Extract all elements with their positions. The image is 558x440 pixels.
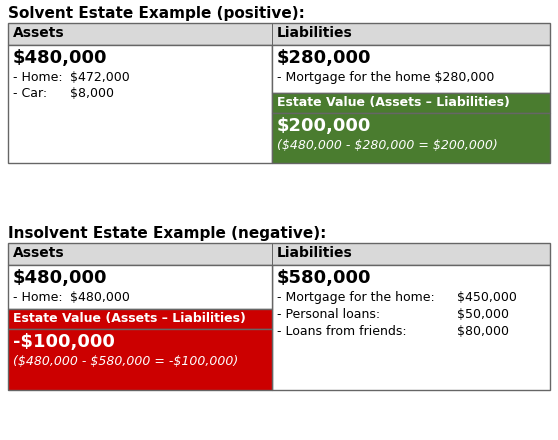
Text: $50,000: $50,000 xyxy=(457,308,509,321)
Text: ($480,000 - $580,000 = -$100,000): ($480,000 - $580,000 = -$100,000) xyxy=(13,355,238,368)
Bar xyxy=(272,265,550,390)
Bar xyxy=(272,113,550,163)
Text: $480,000: $480,000 xyxy=(70,291,130,304)
Bar xyxy=(8,309,272,329)
Text: Solvent Estate Example (positive):: Solvent Estate Example (positive): xyxy=(8,6,305,21)
Bar xyxy=(8,243,550,265)
Bar xyxy=(272,243,273,265)
Bar xyxy=(272,23,273,45)
Text: $580,000: $580,000 xyxy=(277,269,372,287)
Text: Insolvent Estate Example (negative):: Insolvent Estate Example (negative): xyxy=(8,226,326,241)
Text: - Mortgage for the home:: - Mortgage for the home: xyxy=(277,291,435,304)
Text: $280,000: $280,000 xyxy=(277,49,372,67)
Text: - Personal loans:: - Personal loans: xyxy=(277,308,380,321)
Bar xyxy=(272,93,550,113)
Text: -$100,000: -$100,000 xyxy=(13,333,115,351)
Text: - Home:: - Home: xyxy=(13,291,62,304)
Text: - Mortgage for the home $280,000: - Mortgage for the home $280,000 xyxy=(277,71,494,84)
Text: $450,000: $450,000 xyxy=(457,291,517,304)
Bar xyxy=(8,45,272,163)
Text: Liabilities: Liabilities xyxy=(277,246,353,260)
Text: Assets: Assets xyxy=(13,26,65,40)
Bar xyxy=(8,23,550,45)
Text: $472,000: $472,000 xyxy=(70,71,130,84)
Text: - Car:: - Car: xyxy=(13,87,47,100)
Text: Assets: Assets xyxy=(13,246,65,260)
Text: Estate Value (Assets – Liabilities): Estate Value (Assets – Liabilities) xyxy=(13,312,246,325)
Text: - Home:: - Home: xyxy=(13,71,62,84)
Text: $200,000: $200,000 xyxy=(277,117,371,135)
Text: $480,000: $480,000 xyxy=(13,49,108,67)
Bar xyxy=(272,45,550,93)
Text: Liabilities: Liabilities xyxy=(277,26,353,40)
Text: Estate Value (Assets – Liabilities): Estate Value (Assets – Liabilities) xyxy=(277,96,510,109)
Text: ($480,000 - $280,000 = $200,000): ($480,000 - $280,000 = $200,000) xyxy=(277,139,498,152)
Text: - Loans from friends:: - Loans from friends: xyxy=(277,325,407,338)
Bar xyxy=(8,265,272,309)
Text: $80,000: $80,000 xyxy=(457,325,509,338)
Text: $480,000: $480,000 xyxy=(13,269,108,287)
Text: $8,000: $8,000 xyxy=(70,87,114,100)
Bar xyxy=(8,329,272,390)
